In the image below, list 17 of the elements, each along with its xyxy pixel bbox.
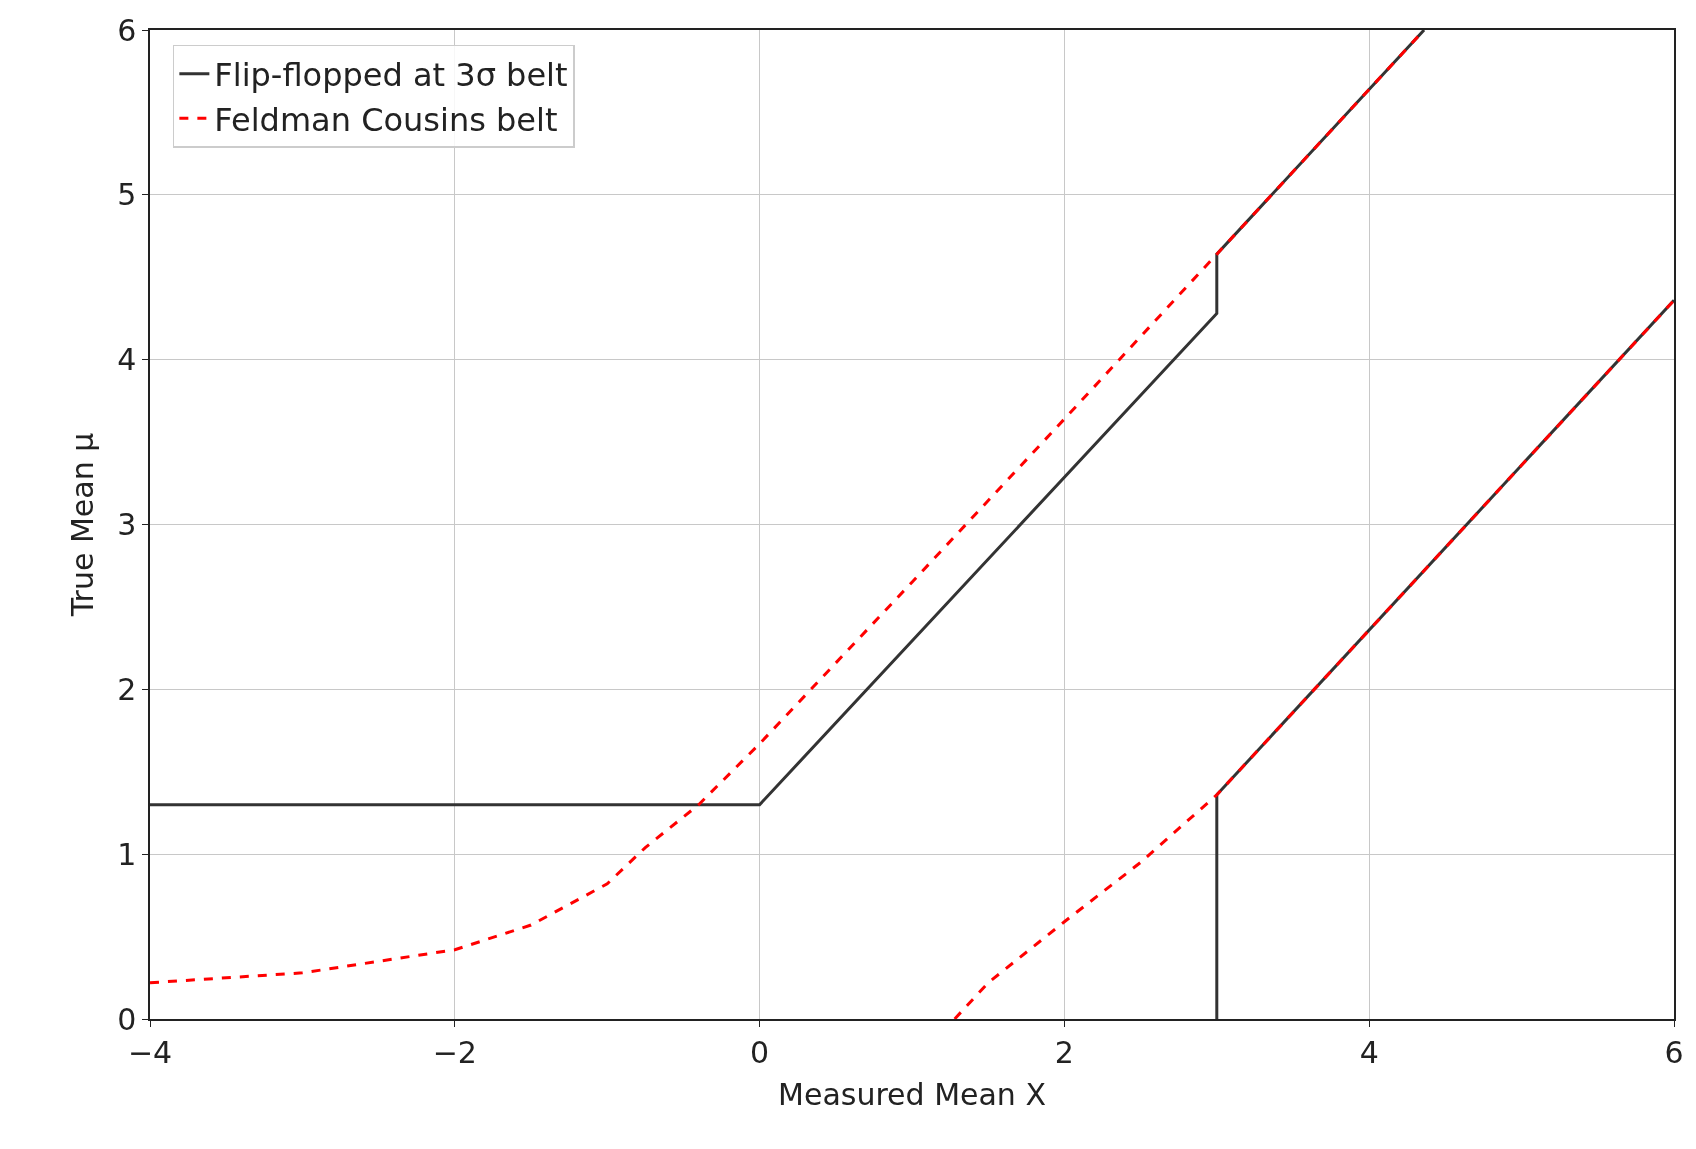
y-tick-label: 2 <box>117 671 137 707</box>
y-tick-label: 3 <box>117 507 137 542</box>
x-axis-title: Measured Mean X <box>778 1076 1046 1112</box>
x-tick-label: 2 <box>1054 1034 1074 1070</box>
x-tick-label: −2 <box>432 1034 477 1070</box>
y-tick-label: 4 <box>117 342 137 378</box>
x-tick-label: 4 <box>1359 1034 1379 1070</box>
y-tick-label: 6 <box>117 12 137 48</box>
y-tick-label: 0 <box>117 1001 137 1037</box>
legend-label: Feldman Cousins belt <box>214 100 558 139</box>
x-tick-label: 0 <box>750 1034 770 1070</box>
legend-label: Flip-flopped at 3σ belt <box>214 56 568 95</box>
y-tick-label: 5 <box>117 177 137 213</box>
x-tick-label: −4 <box>127 1034 173 1070</box>
x-tick-label: 6 <box>1664 1034 1684 1070</box>
y-axis-title: True Mean μ <box>64 432 100 618</box>
y-tick-label: 1 <box>117 836 137 872</box>
